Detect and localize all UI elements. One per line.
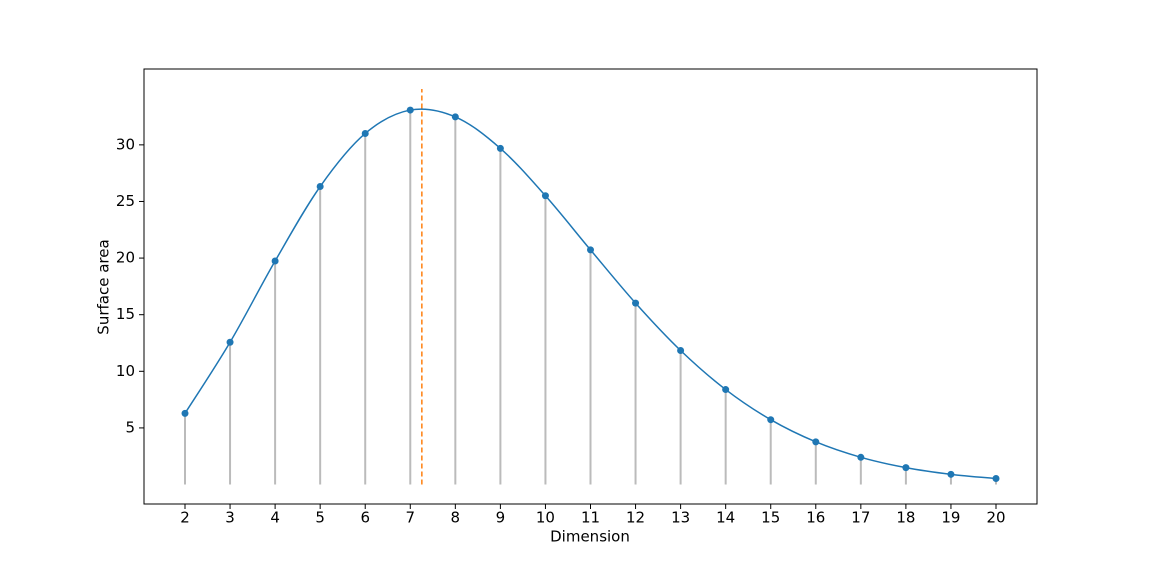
x-tick-label: 4 [270, 509, 280, 527]
x-tick-label: 11 [581, 509, 600, 527]
x-tick-label: 16 [806, 509, 825, 527]
point [541, 192, 549, 200]
x-tick-label: 18 [896, 509, 915, 527]
point [992, 475, 1000, 483]
x-tick-label: 6 [360, 509, 370, 527]
point [857, 453, 865, 461]
x-tick-label: 5 [315, 509, 325, 527]
point [316, 183, 324, 191]
curve [184, 108, 997, 480]
y-tick-label: 5 [125, 418, 135, 436]
x-tick-label: 10 [536, 509, 555, 527]
point [947, 470, 955, 478]
x-tick-label: 12 [626, 509, 645, 527]
plot-frame [143, 68, 1038, 505]
x-tick-label: 8 [451, 509, 461, 527]
y-tick-label: 20 [116, 249, 135, 267]
x-tick-label: 20 [986, 509, 1005, 527]
x-axis-label: Dimension [550, 528, 630, 546]
x-tick-label: 19 [941, 509, 960, 527]
point [451, 113, 459, 121]
point [406, 106, 414, 114]
x-tick-label: 3 [225, 509, 235, 527]
point [812, 438, 820, 446]
x-tick-label: 2 [180, 509, 190, 527]
point [226, 338, 234, 346]
y-axis-label: Surface area [95, 239, 113, 334]
point [361, 129, 369, 137]
point [181, 409, 189, 417]
x-tick-label: 15 [761, 509, 780, 527]
point [722, 386, 730, 394]
x-tick-label: 9 [496, 509, 506, 527]
y-tick-label: 15 [116, 305, 135, 323]
point [587, 246, 594, 254]
point [767, 416, 775, 424]
y-tick-label: 30 [116, 135, 135, 153]
point [632, 299, 640, 307]
x-tick-label: 13 [671, 509, 690, 527]
x-tick-label: 14 [716, 509, 735, 527]
x-tick-label: 17 [851, 509, 870, 527]
point [271, 257, 279, 265]
point [677, 346, 685, 354]
y-tick-label: 10 [116, 362, 135, 380]
y-tick-label: 25 [116, 192, 135, 210]
x-tick-label: 7 [406, 509, 416, 527]
point [496, 144, 504, 152]
point [902, 464, 910, 472]
